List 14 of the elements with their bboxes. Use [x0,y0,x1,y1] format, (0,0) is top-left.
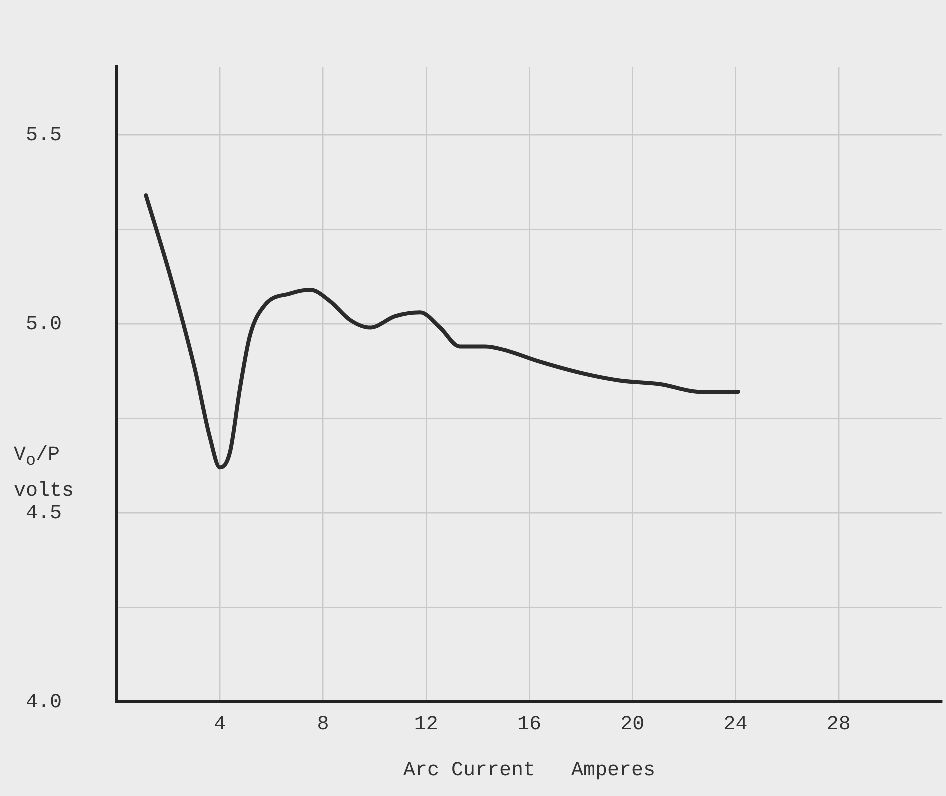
x-tick-label: 28 [826,713,851,736]
x-tick-label: 8 [317,713,330,736]
x-tick-label: 20 [620,713,645,736]
y-tick-label: 5.0 [26,313,62,336]
x-tick-label: 4 [214,713,226,736]
y-tick-label: 4.0 [26,691,62,714]
line-series [144,194,740,470]
y-axis-title: V$_{o}$/P volts [14,443,76,505]
x-tick-label: 12 [414,713,438,736]
x-tick-label: 16 [517,713,542,736]
y-tick-label: 5.5 [26,124,62,148]
x-axis-title: Arc Current Amperes [403,759,656,782]
y-tick-label: 4.5 [26,502,62,526]
x-tick-label: 24 [724,713,748,736]
